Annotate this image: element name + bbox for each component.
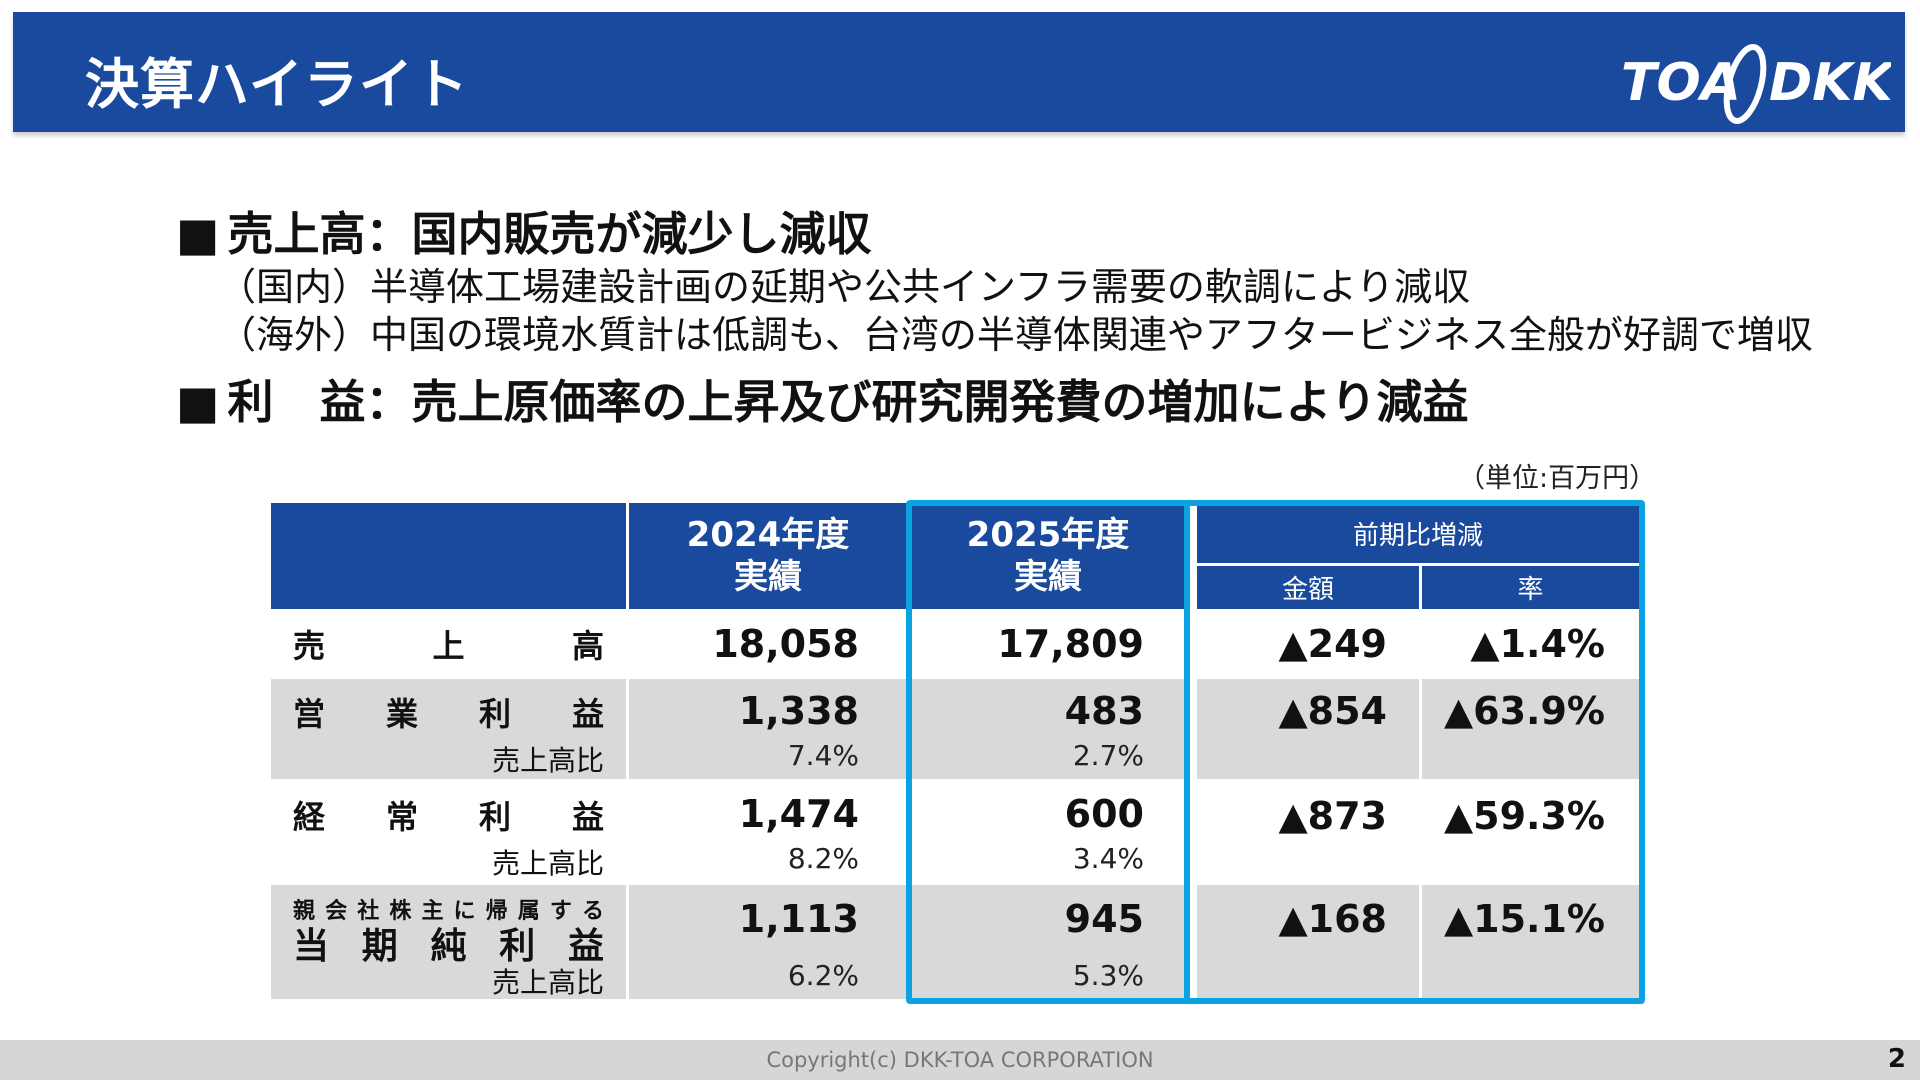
sales-fy2025: 17,809 bbox=[997, 622, 1144, 666]
operating-ratio-fy2024: 7.4% bbox=[787, 739, 859, 772]
unit-label: （単位:百万円） bbox=[1458, 463, 1657, 494]
operating-ratio-fy2025: 2.7% bbox=[1072, 739, 1144, 772]
ratio-label: 売上高比 bbox=[491, 966, 604, 999]
net-income-fy2024: 1,113 bbox=[738, 897, 859, 941]
operating-profit-fy2025: 483 bbox=[1064, 689, 1144, 733]
ratio-label: 売上高比 bbox=[491, 847, 604, 880]
sales-overseas-note: （海外）中国の環境水質計は低調も、台湾の半導体関連やアフタービジネス全般が好調で… bbox=[218, 313, 1813, 357]
header-rate: 率 bbox=[1422, 566, 1639, 609]
ratio-label: 売上高比 bbox=[491, 744, 604, 777]
ordinary-change-amount: ▲873 bbox=[1278, 794, 1387, 838]
net-income-fy2025: 945 bbox=[1064, 897, 1144, 941]
ordinary-profit-fy2024: 1,474 bbox=[738, 792, 859, 836]
operating-change-rate: ▲63.9% bbox=[1443, 689, 1605, 733]
ordinary-ratio-fy2024: 8.2% bbox=[787, 842, 859, 875]
logo-text-dkk: DKK bbox=[1769, 53, 1891, 113]
bullet-sales: ■ 売上高：国内販売が減少し減収 bbox=[176, 207, 872, 261]
header-yoy-change: 前期比増減 bbox=[1197, 503, 1639, 563]
highlight-divider bbox=[1184, 500, 1190, 1004]
copyright-text: Copyright(c) DKK-TOA CORPORATION bbox=[766, 1048, 1154, 1072]
header-amount: 金額 bbox=[1197, 566, 1419, 609]
net-ratio-fy2024: 6.2% bbox=[787, 959, 859, 992]
company-logo: TOA DKK bbox=[1621, 44, 1891, 124]
ordinary-ratio-fy2025: 3.4% bbox=[1072, 842, 1144, 875]
operating-change-amount: ▲854 bbox=[1278, 689, 1387, 733]
page-title: 決算ハイライト bbox=[85, 53, 469, 116]
bullet-profit: ■ 利 益：売上原価率の上昇及び研究開発費の増加により減益 bbox=[176, 375, 1469, 429]
net-ratio-fy2025: 5.3% bbox=[1072, 959, 1144, 992]
sales-change-rate: ▲1.4% bbox=[1470, 622, 1605, 666]
ordinary-profit-fy2025: 600 bbox=[1064, 792, 1144, 836]
header-fy2024: 2024年度 実績 bbox=[629, 503, 907, 609]
sales-change-amount: ▲249 bbox=[1278, 622, 1387, 666]
page-number: 2 bbox=[1887, 1044, 1906, 1074]
sales-fy2024: 18,058 bbox=[712, 622, 859, 666]
row-label-ordinary-profit: 経 常 利 益 売上高比 bbox=[293, 798, 604, 880]
operating-profit-fy2024: 1,338 bbox=[738, 689, 859, 733]
row-label-operating-profit: 営 業 利 益 売上高比 bbox=[271, 679, 626, 779]
logo-text-toa: TOA bbox=[1621, 53, 1741, 113]
row-label-net-income: 親 会 社 株 主 に 帰 属 す る 当 期 純 利 益 売上高比 bbox=[271, 885, 626, 999]
footer-bar: Copyright(c) DKK-TOA CORPORATION 2 bbox=[0, 1040, 1920, 1080]
header-fy2025: 2025年度 実績 bbox=[912, 503, 1184, 609]
header-bar: 決算ハイライト TOA DKK bbox=[13, 12, 1905, 132]
row-label-sales: 売 上 高 bbox=[293, 627, 604, 665]
ordinary-change-rate: ▲59.3% bbox=[1443, 794, 1605, 838]
header-blank-cell bbox=[271, 503, 626, 609]
sales-domestic-note: （国内）半導体工場建設計画の延期や公共インフラ需要の軟調により減収 bbox=[218, 265, 1471, 309]
net-change-amount: ▲168 bbox=[1278, 897, 1387, 941]
net-change-rate: ▲15.1% bbox=[1443, 897, 1605, 941]
